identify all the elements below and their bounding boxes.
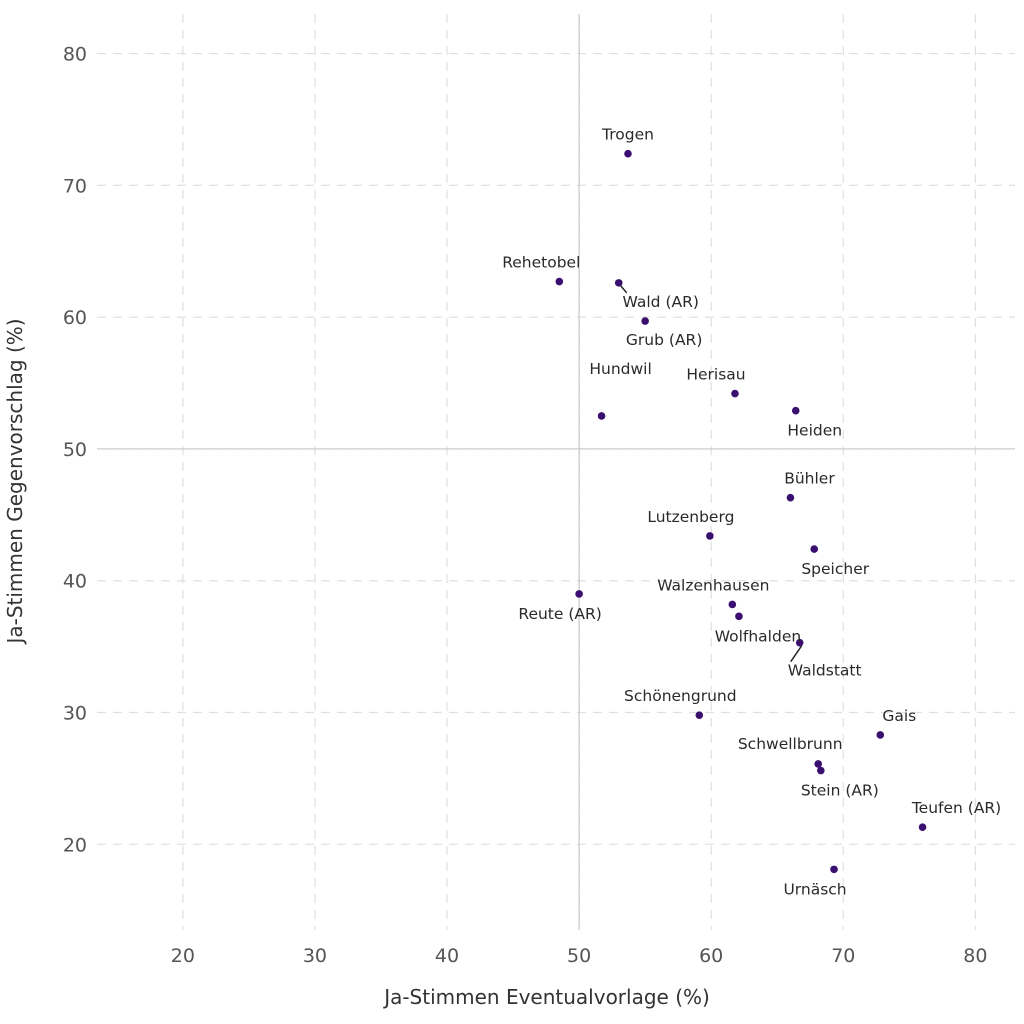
y-axis-title: Ja-Stimmen Gegenvorschlag (%) xyxy=(3,318,27,645)
data-point xyxy=(830,865,838,874)
data-point xyxy=(810,545,819,553)
point-label: Schönengrund xyxy=(624,687,737,705)
point-label: Gais xyxy=(882,707,916,725)
x-tick-label: 50 xyxy=(567,945,591,967)
point-label: Heiden xyxy=(787,422,842,440)
y-tick-label: 70 xyxy=(63,175,87,197)
point-label: Urnäsch xyxy=(783,880,846,898)
x-tick-label: 20 xyxy=(171,945,195,967)
data-point xyxy=(641,317,649,325)
data-point xyxy=(695,711,704,719)
data-point xyxy=(728,600,737,609)
point-label: Teufen (AR) xyxy=(911,799,1001,817)
reference-lines xyxy=(97,14,1015,930)
data-point xyxy=(614,279,623,287)
data-point xyxy=(706,532,714,540)
data-point xyxy=(795,638,804,647)
y-tick-label: 80 xyxy=(63,44,87,66)
point-label: Wolfhalden xyxy=(715,627,802,645)
data-points xyxy=(555,149,927,874)
y-tick-label: 60 xyxy=(63,307,87,329)
label-leader-line xyxy=(790,645,803,663)
point-label: Grub (AR) xyxy=(626,331,702,349)
y-tick-label: 30 xyxy=(63,703,87,725)
label-leader-line xyxy=(620,285,628,294)
data-point xyxy=(555,277,564,286)
x-tick-label: 70 xyxy=(831,945,855,967)
point-label: Stein (AR) xyxy=(801,782,879,800)
tick-labels: 20 30 40 50 60 70 80 20 30 40 50 60 70 80 xyxy=(63,44,988,967)
point-label: Hundwil xyxy=(589,360,651,378)
point-label: Wald (AR) xyxy=(623,293,699,311)
point-label: Waldstatt xyxy=(788,662,862,680)
x-tick-label: 80 xyxy=(963,945,987,967)
data-point xyxy=(786,493,795,502)
x-axis-title: Ja-Stimmen Eventualvorlage (%) xyxy=(382,985,710,1009)
point-label: Rehetobel xyxy=(502,254,580,272)
y-tick-label: 50 xyxy=(63,439,87,461)
label-leaders xyxy=(620,285,803,663)
x-tick-label: 40 xyxy=(435,945,459,967)
data-point xyxy=(731,389,739,398)
data-point xyxy=(817,766,825,775)
data-point xyxy=(814,760,822,768)
data-point xyxy=(791,406,800,415)
data-point xyxy=(735,612,743,621)
y-tick-label: 20 xyxy=(63,834,87,856)
data-point xyxy=(918,823,927,831)
y-tick-label: 40 xyxy=(63,571,87,593)
x-tick-label: 30 xyxy=(303,945,327,967)
point-label: Reute (AR) xyxy=(518,605,601,623)
point-label: Herisau xyxy=(686,366,745,384)
point-label: Schwellbrunn xyxy=(738,735,843,753)
point-label: Speicher xyxy=(801,560,869,578)
point-label: Bühler xyxy=(784,470,835,488)
point-labels: Trogen Rehetobel Wald (AR) Grub (AR) Herisau… xyxy=(502,126,1001,899)
data-point xyxy=(876,731,885,739)
point-label: Trogen xyxy=(601,126,654,144)
x-tick-label: 60 xyxy=(699,945,723,967)
point-label: Lutzenberg xyxy=(647,508,734,526)
data-point xyxy=(624,149,632,158)
point-label: Walzenhausen xyxy=(657,576,769,594)
data-point xyxy=(575,590,583,598)
data-point xyxy=(597,412,606,420)
